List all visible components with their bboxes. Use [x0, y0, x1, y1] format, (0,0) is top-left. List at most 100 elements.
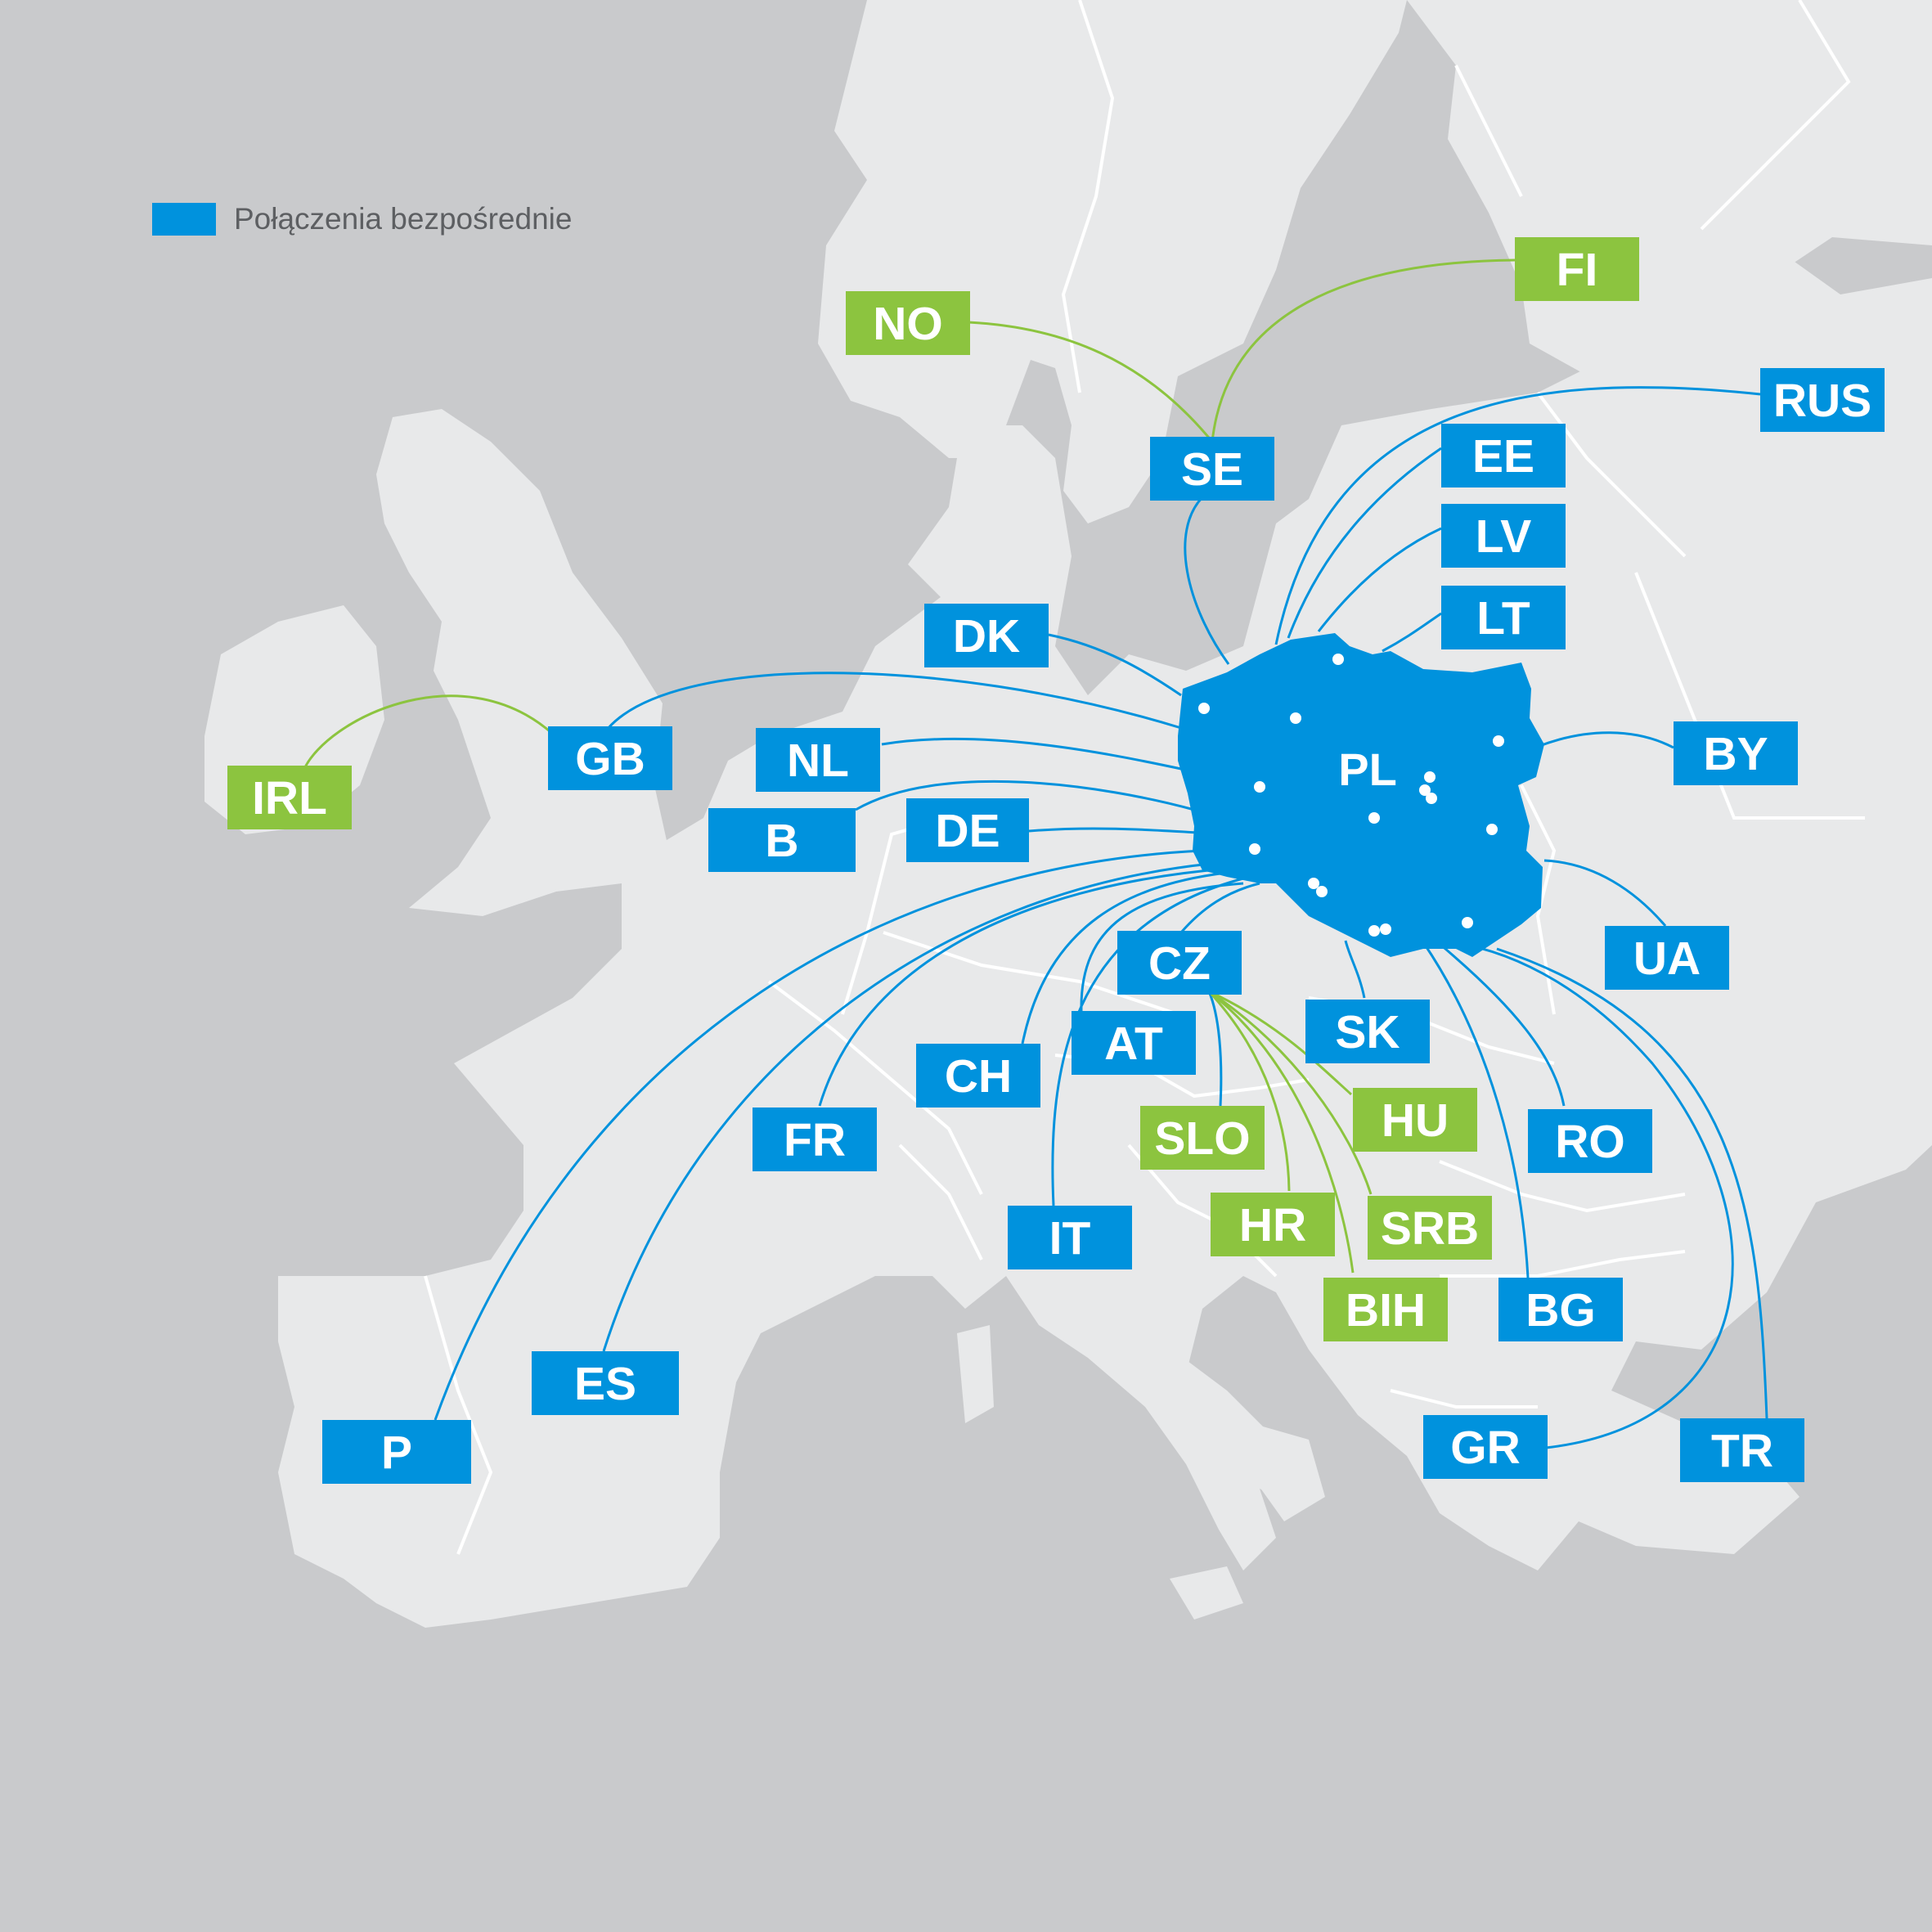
country-code-text: RUS: [1773, 375, 1871, 427]
line-pl-hu: [1208, 990, 1353, 1096]
country-code-text: HR: [1239, 1199, 1306, 1251]
country-label-nl: NL: [756, 728, 880, 792]
country-code-text: NL: [787, 735, 849, 787]
border-line: [1454, 65, 1523, 197]
line-pl-gr: [1439, 939, 1734, 1449]
country-label-slo: SLO: [1140, 1106, 1265, 1170]
legend-swatch: [152, 203, 216, 236]
country-label-box: [548, 726, 672, 790]
city-marker: [1426, 793, 1437, 804]
country-code-text: NO: [873, 298, 943, 350]
country-label-ch: CH: [916, 1044, 1040, 1108]
city-marker: [1424, 771, 1436, 783]
country-label-irl: IRL: [227, 766, 352, 829]
line-pl-fi: [1211, 258, 1516, 443]
country-label-box: [916, 1044, 1040, 1108]
sardinia: [957, 1325, 994, 1423]
border-line: [424, 1275, 493, 1555]
country-label-box: [1211, 1193, 1335, 1256]
country-label-ua: UA: [1605, 926, 1729, 990]
city-marker: [1249, 843, 1260, 855]
country-label-box: [1353, 1088, 1477, 1152]
connection-lines: [303, 258, 1768, 1449]
country-label-srb: SRB: [1368, 1196, 1492, 1260]
line-pl-ua: [1543, 859, 1667, 927]
country-code-text: BIH: [1346, 1284, 1426, 1337]
country-label-it: IT: [1008, 1206, 1132, 1269]
line-pl-irl: [303, 694, 550, 770]
country-code-text: GB: [575, 733, 645, 785]
country-label-box: [1140, 1106, 1265, 1170]
city-marker: [1290, 712, 1301, 724]
country-code-text: HU: [1382, 1094, 1449, 1147]
city-marker: [1316, 886, 1328, 897]
country-code-text: CH: [945, 1050, 1012, 1103]
country-label-cz: CZ: [1117, 931, 1242, 995]
city-marker: [1198, 703, 1210, 714]
city-marker: [1368, 812, 1380, 824]
line-pl-ee: [1287, 447, 1442, 639]
line-pl-bih: [1208, 990, 1355, 1274]
country-label-by: BY: [1674, 721, 1798, 785]
city-marker: [1486, 824, 1498, 835]
line-pl-nl: [881, 737, 1182, 771]
country-code-text: BY: [1703, 728, 1768, 780]
country-label-hr: HR: [1211, 1193, 1335, 1256]
country-label-sk: SK: [1305, 1000, 1430, 1063]
line-pl-p: [434, 849, 1203, 1421]
country-label-box: [924, 604, 1049, 667]
line-pl-lv: [1317, 527, 1442, 632]
line-pl-srb: [1208, 990, 1373, 1195]
line-pl-se: [1184, 496, 1230, 665]
country-label-box: [227, 766, 352, 829]
border-line: [898, 1143, 983, 1260]
country-label-bg: BG: [1498, 1278, 1623, 1341]
country-label-gb: GB: [548, 726, 672, 790]
line-pl-slo: [1207, 991, 1223, 1107]
line-pl-b: [855, 780, 1195, 811]
line-pl-de: [1028, 827, 1199, 834]
country-label-gr: GR: [1423, 1415, 1548, 1479]
country-label-tr: TR: [1680, 1418, 1804, 1482]
border-line: [1440, 1250, 1686, 1278]
city-marker: [1493, 735, 1504, 747]
country-label-box: [906, 798, 1029, 862]
country-label-de: DE: [906, 798, 1029, 862]
sicily: [1170, 1566, 1243, 1620]
country-label-se: SE: [1150, 437, 1274, 501]
country-code-text: IT: [1049, 1212, 1091, 1265]
country-label-box: [1323, 1278, 1448, 1341]
country-label-box: [1072, 1011, 1196, 1075]
scandinavia: [818, 0, 1932, 523]
line-pl-it: [1051, 877, 1244, 1206]
line-pl-lt: [1382, 612, 1442, 653]
country-label-b: B: [708, 808, 856, 872]
country-code-text: EE: [1472, 430, 1534, 483]
line-pl-by: [1539, 731, 1674, 749]
city-marker: [1254, 781, 1265, 793]
border-line: [1700, 0, 1851, 231]
country-label-box: [532, 1351, 679, 1415]
legend: Połączenia bezpośrednie: [152, 202, 572, 236]
country-label-box: [1117, 931, 1242, 995]
line-pl-rus: [1274, 386, 1761, 645]
country-code-text: P: [381, 1427, 412, 1479]
line-pl-tr: [1496, 947, 1768, 1419]
country-code-text: GR: [1450, 1422, 1521, 1474]
italy: [1006, 1260, 1309, 1570]
country-label-box: [1008, 1206, 1132, 1269]
line-pl-ro: [1439, 942, 1566, 1107]
country-label-p: P: [322, 1420, 471, 1484]
country-label-box: [1305, 1000, 1430, 1063]
country-label-box: [753, 1108, 877, 1171]
country-label-at: AT: [1072, 1011, 1196, 1075]
line-pl-sk: [1344, 940, 1366, 999]
country-code-text: SRB: [1381, 1202, 1479, 1255]
country-code-text: RO: [1555, 1116, 1625, 1168]
line-pl-ch: [1021, 870, 1234, 1045]
hub-label-pl: PL: [1338, 744, 1397, 795]
line-pl-hr: [1207, 990, 1291, 1192]
country-code-text: FI: [1557, 244, 1598, 296]
country-code-text: AT: [1104, 1018, 1163, 1070]
country-label-lv: LV: [1441, 504, 1566, 568]
